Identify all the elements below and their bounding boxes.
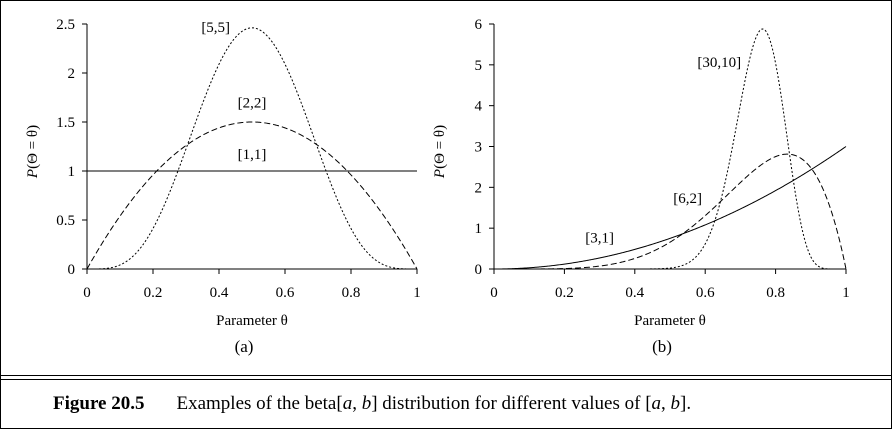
caption-figure-label: Figure 20.5	[53, 393, 145, 414]
x-axis-label: Parameter θ	[216, 313, 288, 329]
x-axis-label: Parameter θ	[634, 313, 706, 329]
caption-beta-a: a	[342, 393, 353, 414]
x-tick-label: 1	[413, 285, 421, 301]
x-tick-label: 0.2	[555, 285, 574, 301]
panel-label: (a)	[235, 337, 254, 356]
caption-pair-open: [	[645, 393, 652, 414]
x-tick-label: 0	[490, 285, 498, 301]
caption-pair-sep: ,	[661, 393, 671, 414]
series-line	[494, 153, 847, 270]
figure-caption: Figure 20.5 Examples of the beta[a, b] di…	[53, 393, 691, 415]
y-tick-label: 2	[475, 180, 483, 196]
x-tick-label: 0.6	[276, 285, 295, 301]
y-tick-label: 3	[475, 140, 483, 156]
y-axis-label-prefix: P	[25, 169, 41, 179]
y-axis-label-prefix: P	[432, 169, 448, 179]
x-tick-label: 1	[842, 285, 850, 301]
y-tick-label: 2	[68, 66, 76, 82]
caption-pair-close: ].	[680, 393, 692, 414]
y-axis-label-rest: (Θ = θ)	[25, 125, 41, 169]
series-label: [30,10]	[697, 55, 741, 71]
caption-pair-a: a	[651, 393, 662, 414]
y-tick-label: 1	[68, 164, 76, 180]
series-label: [2,2]	[238, 95, 267, 111]
caption-beta-word: beta	[304, 393, 337, 414]
y-tick-label: 1	[475, 221, 483, 237]
panel-label: (b)	[652, 337, 672, 356]
series-label: [1,1]	[238, 147, 267, 163]
x-tick-label: 0.6	[696, 285, 715, 301]
series-line	[494, 28, 846, 270]
caption-text-middle: distribution for different values of	[377, 393, 646, 414]
series-label: [5,5]	[201, 20, 230, 36]
caption-beta-b: b	[361, 393, 372, 414]
charts-svg: 0 0.2 0.4 0.6 0.8 1 0 0.5 1 1.5 2 2.5 Parameter θ (a)…	[25, 17, 850, 356]
caption-beta-close: ]	[371, 393, 378, 414]
y-axis-label: P(Θ = θ)	[432, 125, 448, 179]
y-tick-label: 5	[475, 58, 483, 74]
series-label: [3,1]	[585, 230, 614, 246]
y-tick-label: 0.5	[56, 213, 75, 229]
y-tick-label: 1.5	[56, 115, 75, 131]
x-tick-label: 0	[83, 285, 91, 301]
y-tick-label: 4	[475, 99, 483, 115]
series-line	[86, 121, 418, 270]
y-tick-label: 6	[475, 17, 483, 33]
y-axis-label: P(Θ = θ)	[25, 125, 41, 179]
series-label: [6,2]	[673, 191, 702, 207]
x-tick-label: 0.4	[625, 285, 644, 301]
series-line	[87, 27, 417, 270]
caption-text-before: Examples of the	[176, 393, 305, 414]
caption-pair-b: b	[670, 393, 681, 414]
y-tick-label: 0	[68, 262, 76, 278]
x-tick-label: 0.4	[210, 285, 229, 301]
caption-beta-open: [	[336, 393, 343, 414]
y-tick-label: 2.5	[56, 17, 75, 33]
x-tick-label: 0.2	[144, 285, 163, 301]
x-tick-label: 0.8	[766, 285, 785, 301]
y-axis-label-rest: (Θ = θ)	[432, 125, 448, 169]
caption-beta-sep: ,	[352, 393, 362, 414]
series-line	[494, 146, 847, 270]
y-tick-label: 0	[475, 262, 483, 278]
x-tick-label: 0.8	[342, 285, 361, 301]
